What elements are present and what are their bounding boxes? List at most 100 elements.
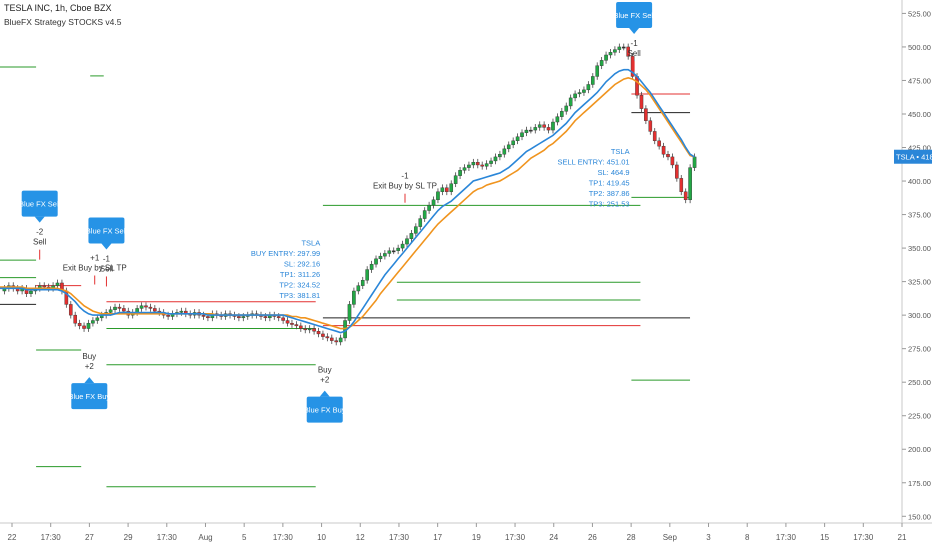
candle-body	[391, 250, 396, 253]
candle-body	[237, 316, 241, 319]
signal-callout-sell[interactable]	[88, 217, 125, 244]
candle-body	[122, 308, 126, 312]
candle-body	[511, 140, 515, 146]
candle-body	[458, 170, 462, 176]
candle-body	[568, 97, 573, 107]
candle-body	[475, 162, 480, 166]
candle-body	[529, 129, 533, 132]
candle-body	[68, 304, 73, 316]
candle-body	[276, 316, 281, 319]
candle-body	[405, 238, 409, 245]
info-sell-line: TP1: 419.45	[589, 179, 630, 188]
candle-body	[648, 120, 653, 132]
last-price-tag	[894, 149, 932, 164]
signal-callout-sell[interactable]	[21, 190, 58, 217]
candle-body	[621, 46, 626, 49]
candle-body	[675, 164, 679, 179]
y-tick-label: 200.00	[908, 445, 931, 454]
callout-pointer	[629, 28, 640, 34]
x-tick-label: 28	[627, 533, 636, 542]
candle-body	[329, 337, 334, 341]
info-buy-line: TSLA	[301, 238, 320, 247]
y-tick-label: 525.00	[908, 9, 931, 18]
exit-count: -1	[401, 172, 409, 181]
candle-body	[179, 310, 184, 313]
candle-body	[356, 285, 361, 292]
signal-callout-sell[interactable]	[616, 2, 653, 28]
candle-body	[555, 116, 560, 123]
signal-label: Blue FX Sell	[613, 11, 655, 20]
candle-body	[467, 164, 471, 168]
candle-body	[449, 183, 454, 192]
x-tick-label: 24	[549, 533, 558, 542]
candle-body	[387, 250, 392, 254]
y-tick-label: 500.00	[908, 43, 931, 52]
x-tick-label: 17:30	[505, 533, 526, 542]
candle-body	[294, 324, 299, 327]
candle-body	[644, 108, 648, 121]
candle-body	[414, 226, 418, 234]
candle-body	[498, 154, 502, 158]
candle-body	[153, 308, 157, 312]
x-tick-label: 26	[588, 533, 597, 542]
info-sell-line: TP3: 251.53	[589, 200, 630, 209]
candle-body	[427, 204, 431, 211]
candle-body	[422, 210, 427, 219]
candle-body	[440, 187, 445, 192]
candle-body	[148, 306, 153, 309]
signal-label: Blue FX Buy	[68, 392, 110, 401]
candle-body	[652, 131, 657, 142]
candle-body	[515, 136, 520, 142]
signal-count: +2	[320, 376, 330, 385]
candle-body	[55, 282, 60, 286]
candle-body	[453, 175, 458, 184]
candle-body	[445, 187, 449, 192]
exit-label: Exit Buy by SL TP	[373, 182, 437, 191]
y-tick-label: 475.00	[908, 76, 931, 85]
candle-body	[113, 306, 117, 310]
candle-body	[471, 162, 476, 166]
candle-body	[347, 304, 352, 321]
info-buy-line: BUY ENTRY: 297.99	[251, 249, 320, 258]
signal-label: Blue FX Sell	[86, 226, 128, 235]
x-tick-label: 12	[356, 533, 365, 542]
candle-body	[108, 309, 113, 313]
candle-body	[303, 328, 308, 331]
x-tick-label: 17:30	[853, 533, 874, 542]
signal-label: Blue FX Sell	[19, 200, 61, 209]
info-buy-line: SL: 292.16	[284, 259, 320, 268]
candle-body	[551, 121, 555, 131]
candle-body	[626, 46, 630, 57]
signal-callout-buy[interactable]	[71, 383, 108, 410]
y-tick-label: 300.00	[908, 311, 931, 320]
candle-body	[582, 89, 586, 93]
y-tick-label: 425.00	[908, 144, 931, 153]
x-tick-label: 5	[242, 533, 247, 542]
callout-pointer	[84, 377, 95, 384]
candle-body	[502, 148, 507, 155]
candle-body	[560, 111, 564, 117]
candle-body	[360, 280, 365, 286]
candle-body	[29, 290, 33, 294]
signal-callout-buy[interactable]	[306, 396, 343, 423]
candle-body	[431, 199, 436, 206]
candle-body	[418, 218, 423, 227]
signal-word: Buy	[82, 352, 96, 361]
x-tick-label: 3	[706, 533, 711, 542]
candle-body	[139, 305, 144, 309]
candle-body	[595, 65, 600, 77]
y-tick-label: 350.00	[908, 244, 931, 253]
callout-pointer	[101, 243, 112, 250]
candle-body	[635, 76, 639, 96]
signal-count: -1	[103, 254, 111, 263]
candle-body	[599, 60, 604, 66]
candle-body	[564, 105, 569, 112]
y-tick-label: 250.00	[908, 378, 931, 387]
candle-body	[334, 340, 339, 343]
candle-body	[573, 93, 577, 99]
x-tick-label: 22	[8, 533, 17, 542]
candle-body	[617, 46, 622, 50]
x-tick-label: Aug	[198, 533, 212, 542]
